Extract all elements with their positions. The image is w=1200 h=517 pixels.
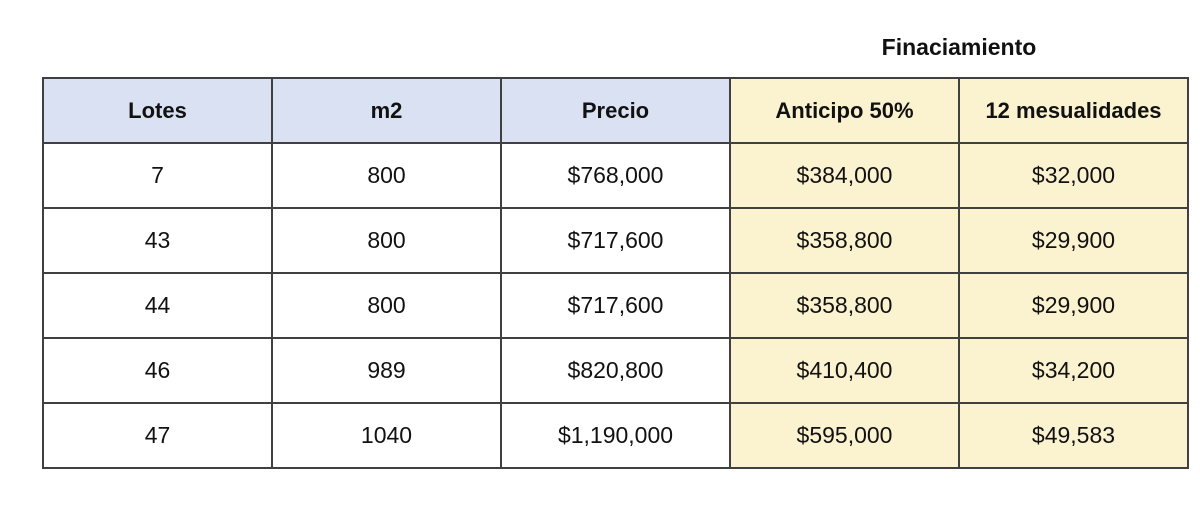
column-header-anticipo: Anticipo 50% (729, 77, 960, 144)
cell-lote: 44 (42, 272, 273, 339)
pricing-table: Finaciamiento Lotes m2 Precio Anticipo 5… (42, 18, 1189, 469)
cell-mensualidad: $29,900 (958, 207, 1189, 274)
cell-m2: 1040 (271, 402, 502, 469)
cell-lote: 46 (42, 337, 273, 404)
table-row: 43 800 $717,600 $358,800 $29,900 (42, 207, 1189, 274)
cell-anticipo: $384,000 (729, 142, 960, 209)
cell-precio: $1,190,000 (500, 402, 731, 469)
cell-precio: $717,600 (500, 207, 731, 274)
financing-band-spacer (43, 18, 730, 78)
financing-band-label: Finaciamiento (881, 34, 1037, 60)
cell-mensualidad: $34,200 (958, 337, 1189, 404)
column-header-lotes: Lotes (42, 77, 273, 144)
cell-precio: $820,800 (500, 337, 731, 404)
cell-m2: 800 (271, 207, 502, 274)
cell-m2: 989 (271, 337, 502, 404)
cell-lote: 7 (42, 142, 273, 209)
table-row: 7 800 $768,000 $384,000 $32,000 (42, 142, 1189, 209)
column-header-precio: Precio (500, 77, 731, 144)
cell-anticipo: $358,800 (729, 272, 960, 339)
cell-m2: 800 (271, 272, 502, 339)
cell-anticipo: $358,800 (729, 207, 960, 274)
cell-precio: $717,600 (500, 272, 731, 339)
cell-mensualidad: $29,900 (958, 272, 1189, 339)
cell-lote: 47 (42, 402, 273, 469)
cell-m2: 800 (271, 142, 502, 209)
column-header-m2: m2 (271, 77, 502, 144)
table-row: 46 989 $820,800 $410,400 $34,200 (42, 337, 1189, 404)
cell-lote: 43 (42, 207, 273, 274)
cell-mensualidad: $49,583 (958, 402, 1189, 469)
cell-anticipo: $410,400 (729, 337, 960, 404)
column-header-mensualidades: 12 mesualidades (958, 77, 1189, 144)
cell-precio: $768,000 (500, 142, 731, 209)
cell-mensualidad: $32,000 (958, 142, 1189, 209)
header-row: Lotes m2 Precio Anticipo 50% 12 mesualid… (42, 77, 1189, 144)
pricing-table-container: Finaciamiento Lotes m2 Precio Anticipo 5… (42, 18, 1189, 469)
cell-anticipo: $595,000 (729, 402, 960, 469)
financing-band-row: Finaciamiento (43, 18, 1188, 78)
table-row: 44 800 $717,600 $358,800 $29,900 (42, 272, 1189, 339)
table-row: 47 1040 $1,190,000 $595,000 $49,583 (42, 402, 1189, 469)
